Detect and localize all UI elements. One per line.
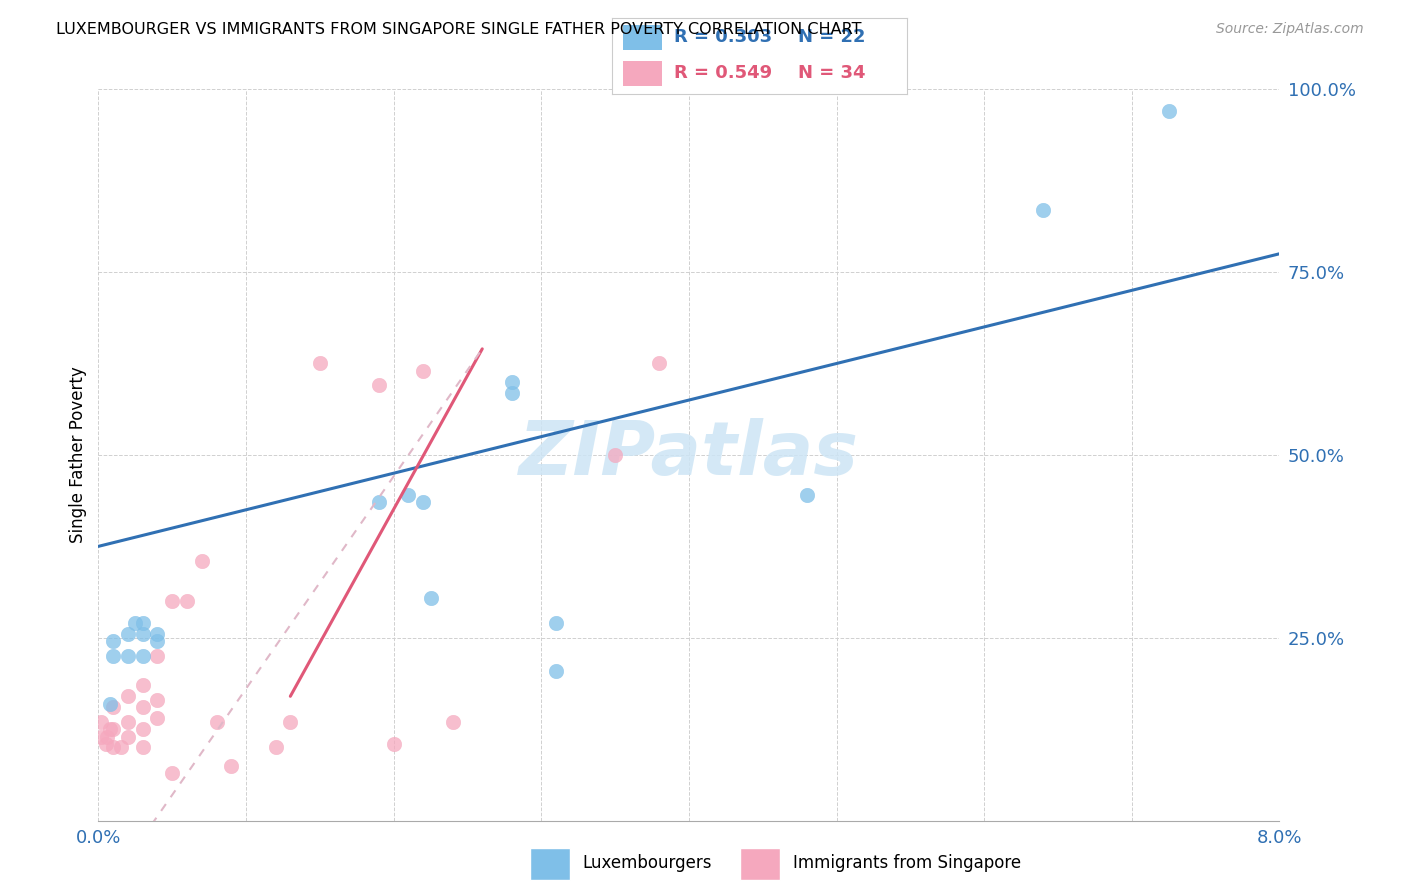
Point	[110, 740, 132, 755]
Point	[605, 448, 627, 462]
Point	[96, 730, 118, 744]
Point	[278, 714, 301, 729]
Point	[146, 627, 169, 641]
FancyBboxPatch shape	[623, 25, 662, 50]
Point	[117, 714, 139, 729]
Point	[124, 616, 146, 631]
Point	[117, 627, 139, 641]
Point	[146, 711, 169, 725]
Text: LUXEMBOURGER VS IMMIGRANTS FROM SINGAPORE SINGLE FATHER POVERTY CORRELATION CHAR: LUXEMBOURGER VS IMMIGRANTS FROM SINGAPOR…	[56, 22, 862, 37]
Text: Source: ZipAtlas.com: Source: ZipAtlas.com	[1216, 22, 1364, 37]
Point	[146, 634, 169, 648]
Point	[441, 714, 464, 729]
Point	[98, 723, 121, 737]
Point	[396, 488, 419, 502]
Point	[117, 690, 139, 704]
Point	[1157, 104, 1180, 119]
Point	[501, 385, 523, 400]
Point	[367, 378, 389, 392]
Point	[544, 664, 567, 678]
Point	[162, 594, 183, 608]
Point	[412, 364, 434, 378]
Point	[117, 730, 139, 744]
Point	[367, 495, 389, 509]
Point	[103, 723, 124, 737]
Point	[796, 488, 818, 502]
Point	[176, 594, 198, 608]
Text: R = 0.549: R = 0.549	[673, 64, 772, 82]
Y-axis label: Single Father Poverty: Single Father Poverty	[69, 367, 87, 543]
Point	[94, 737, 117, 751]
Point	[501, 375, 523, 389]
Point	[132, 616, 155, 631]
FancyBboxPatch shape	[740, 848, 780, 880]
Point	[412, 495, 434, 509]
Text: Luxembourgers: Luxembourgers	[582, 854, 711, 872]
Point	[382, 737, 405, 751]
Point	[1032, 202, 1054, 217]
Point	[132, 678, 155, 692]
Point	[419, 591, 441, 605]
Point	[219, 758, 242, 772]
FancyBboxPatch shape	[623, 61, 662, 87]
Point	[103, 700, 124, 714]
Point	[90, 730, 112, 744]
Point	[264, 740, 287, 755]
Point	[132, 700, 155, 714]
Text: Immigrants from Singapore: Immigrants from Singapore	[793, 854, 1021, 872]
Point	[308, 356, 332, 371]
Point	[191, 554, 214, 568]
Point	[132, 740, 155, 755]
Point	[117, 649, 139, 664]
Point	[90, 714, 112, 729]
Point	[648, 356, 671, 371]
Point	[132, 627, 155, 641]
Text: N = 34: N = 34	[797, 64, 865, 82]
FancyBboxPatch shape	[530, 848, 569, 880]
Text: R = 0.303: R = 0.303	[673, 29, 772, 46]
Text: N = 22: N = 22	[797, 29, 865, 46]
Point	[205, 714, 228, 729]
Point	[103, 649, 124, 664]
Point	[146, 693, 169, 707]
Point	[132, 649, 155, 664]
Point	[146, 649, 169, 664]
Point	[103, 634, 124, 648]
Point	[162, 766, 183, 780]
Point	[544, 616, 567, 631]
Point	[132, 723, 155, 737]
Text: ZIPatlas: ZIPatlas	[519, 418, 859, 491]
Point	[103, 740, 124, 755]
Point	[98, 697, 121, 711]
